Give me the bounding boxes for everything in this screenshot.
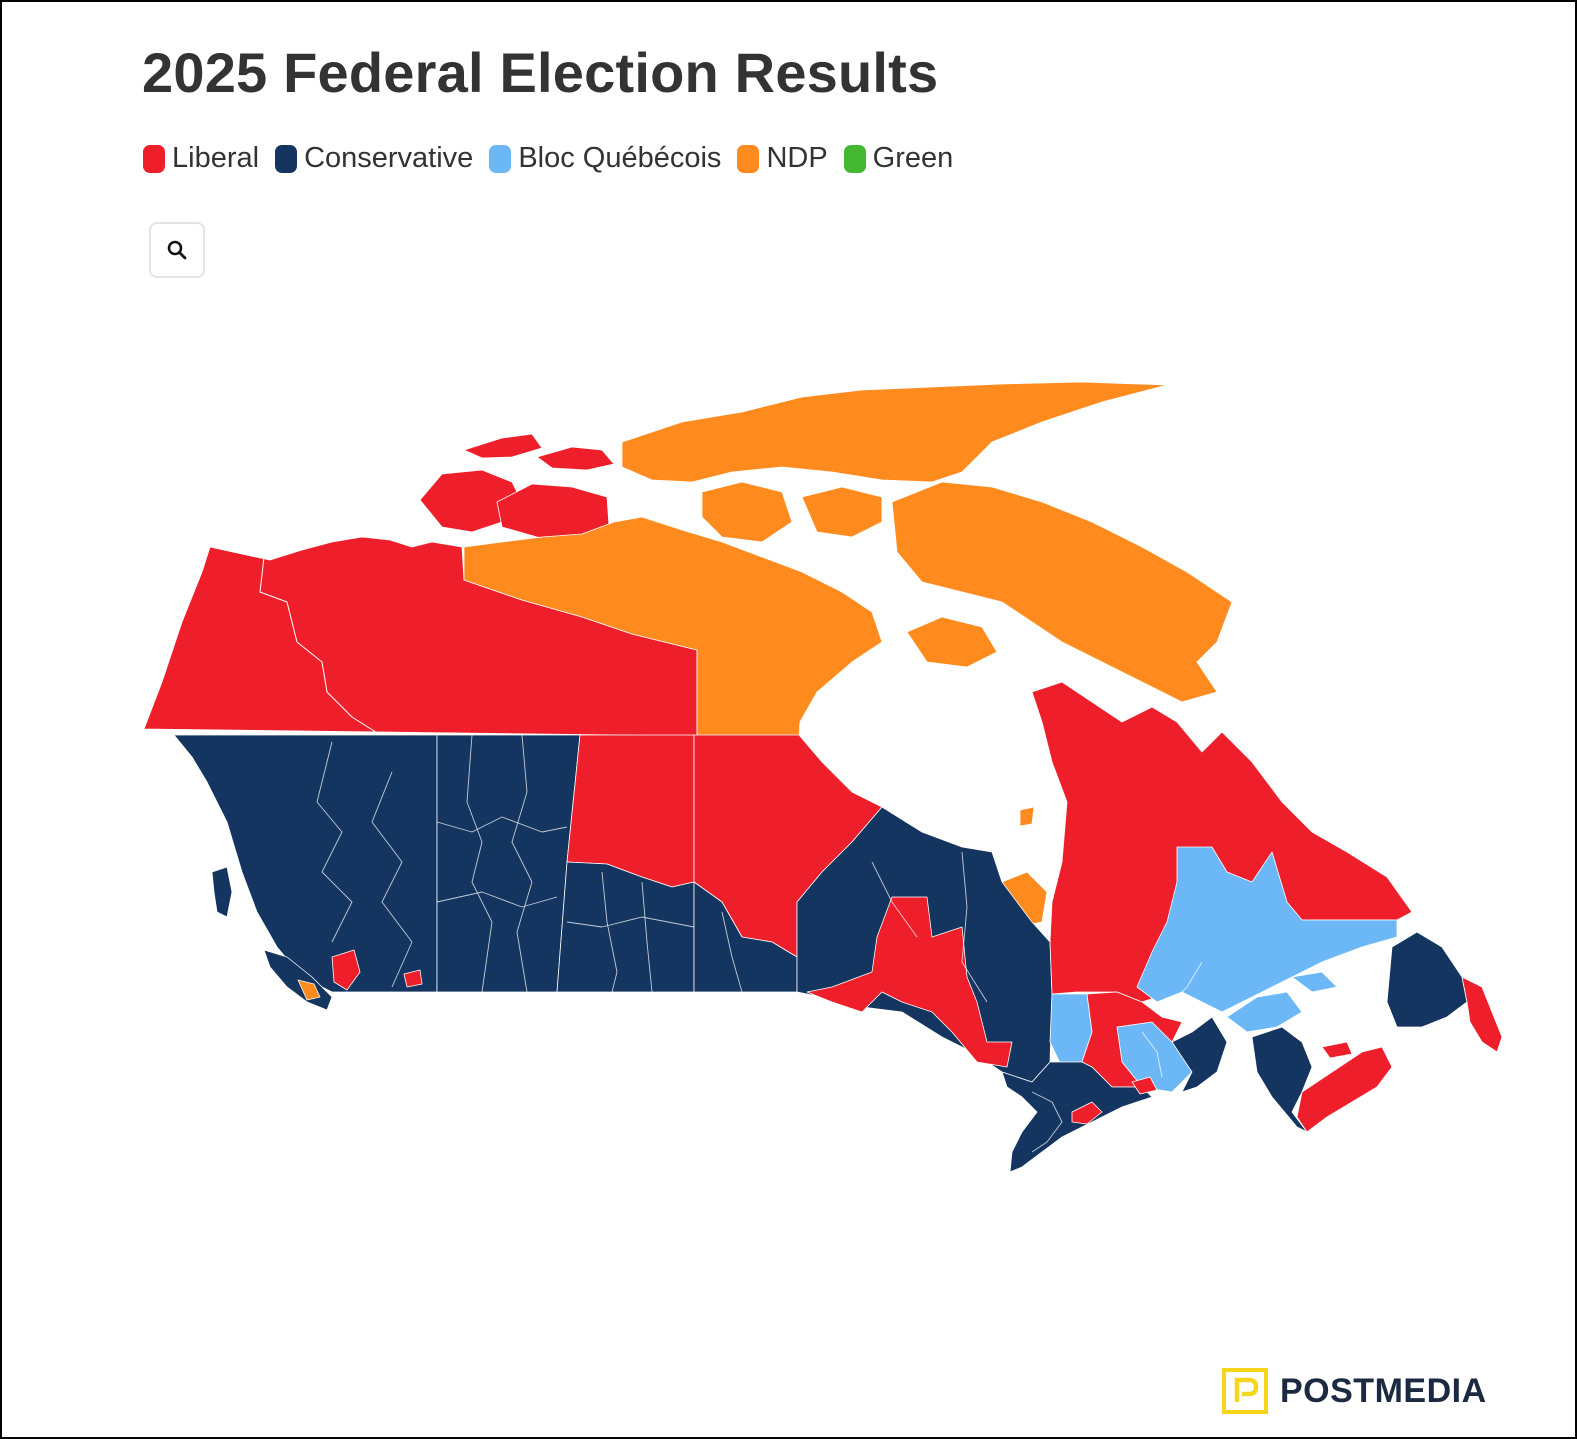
- legend-item-green: Green: [843, 142, 954, 175]
- region-ottawa-liberal[interactable]: [1131, 1076, 1158, 1095]
- riding-boundaries: [316, 734, 1203, 1153]
- region-nunavut-mainland[interactable]: [463, 516, 883, 737]
- legend-item-bloc: Bloc Québécois: [489, 142, 721, 175]
- search-icon: [167, 240, 187, 260]
- region-anticosti[interactable]: [1291, 971, 1338, 993]
- legend-swatch-conservative: [275, 144, 298, 173]
- region-manitoba-south[interactable]: [693, 881, 798, 993]
- region-newfoundland[interactable]: [1386, 931, 1468, 1028]
- search-button[interactable]: [149, 222, 205, 278]
- region-kelowna-liberal[interactable]: [403, 969, 423, 988]
- region-saskatchewan-south[interactable]: [556, 861, 695, 993]
- region-victoria-ndp[interactable]: [297, 979, 321, 1001]
- region-quebec-bloc-north[interactable]: [1136, 846, 1398, 1013]
- legend-label-bloc: Bloc Québécois: [518, 142, 722, 174]
- region-newfoundland-east[interactable]: [1461, 976, 1503, 1053]
- region-british-columbia[interactable]: [173, 734, 438, 993]
- page-title: 2025 Federal Election Results: [142, 41, 939, 104]
- canada-riding-map[interactable]: [2, 302, 1575, 1202]
- region-baffin-island[interactable]: [891, 481, 1233, 703]
- legend-item-ndp: NDP: [737, 142, 828, 175]
- party-legend: Liberal Conservative Bloc Québécois NDP …: [143, 142, 953, 175]
- legend-label-conservative: Conservative: [304, 142, 474, 174]
- region-arctic-island-4[interactable]: [801, 486, 883, 538]
- region-new-brunswick[interactable]: [1251, 1026, 1313, 1133]
- legend-label-liberal: Liberal: [172, 142, 260, 174]
- region-pei[interactable]: [1321, 1041, 1353, 1059]
- region-thunder-bay-liberal[interactable]: [806, 896, 1013, 1068]
- legend-item-liberal: Liberal: [143, 142, 259, 175]
- region-arctic-island-3[interactable]: [701, 481, 793, 543]
- legend-swatch-green: [843, 144, 866, 173]
- legend-label-ndp: NDP: [766, 142, 828, 174]
- legend-swatch-ndp: [737, 144, 760, 173]
- postmedia-logo-mark: [1222, 1368, 1268, 1414]
- region-nova-scotia[interactable]: [1296, 1046, 1393, 1133]
- legend-swatch-liberal: [143, 144, 165, 173]
- postmedia-logo: POSTMEDIA: [1222, 1368, 1487, 1414]
- region-arctic-island-2[interactable]: [536, 446, 615, 471]
- region-alberta[interactable]: [436, 734, 581, 993]
- region-vancouver-liberal[interactable]: [331, 949, 361, 991]
- region-southampton-island[interactable]: [906, 616, 998, 668]
- region-nwt-divider: [259, 556, 383, 737]
- legend-item-conservative: Conservative: [275, 142, 473, 175]
- legend-label-green: Green: [872, 142, 954, 174]
- region-arctic-island-1[interactable]: [463, 433, 543, 459]
- legend-swatch-bloc: [489, 144, 512, 173]
- region-james-bay-island[interactable]: [1019, 806, 1035, 827]
- region-haida-gwaii[interactable]: [211, 866, 233, 918]
- region-gaspe-bloc[interactable]: [1226, 991, 1303, 1033]
- region-toronto-liberal[interactable]: [1071, 1101, 1103, 1125]
- region-quebec-conservative[interactable]: [1171, 1016, 1228, 1093]
- postmedia-logo-text: POSTMEDIA: [1280, 1371, 1487, 1410]
- region-arctic-archipelago[interactable]: [621, 381, 1168, 483]
